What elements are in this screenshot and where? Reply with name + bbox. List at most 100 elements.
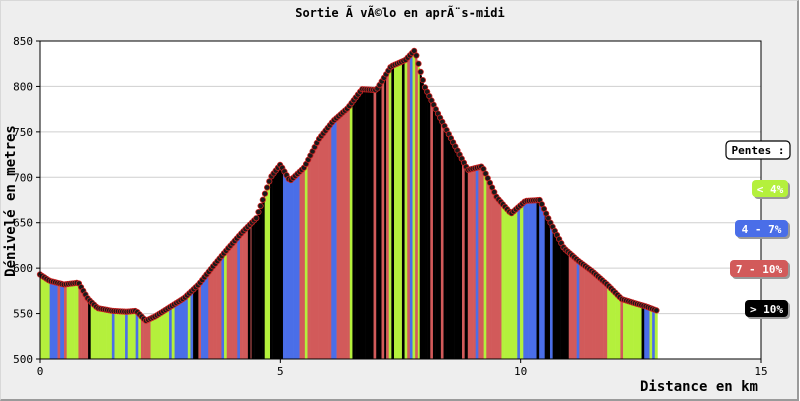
slope-stripe <box>386 50 390 359</box>
slope-stripe <box>355 50 359 359</box>
slope-stripe <box>496 50 500 359</box>
legend-item: 7 - 10% <box>730 260 790 279</box>
slope-stripe <box>349 50 353 359</box>
slope-stripe <box>293 50 297 359</box>
slope-stripe <box>435 50 439 359</box>
slope-stripe <box>373 50 377 359</box>
chart-title: Sortie Ã vÃ©lo en aprÃ¨s-midi <box>295 5 505 20</box>
y-axis-label: Dénivelé en metres <box>3 125 19 277</box>
slope-stripe <box>347 50 351 359</box>
slope-stripe <box>399 50 403 359</box>
y-tick-label: 800 <box>13 80 33 93</box>
slope-stripe <box>394 50 397 359</box>
legend-item-label: 7 - 10% <box>736 263 783 276</box>
profile-point <box>259 196 266 203</box>
slope-stripe <box>430 50 434 359</box>
slope-stripe <box>298 50 300 359</box>
profile-point <box>257 202 264 210</box>
profile-point <box>261 190 269 197</box>
slope-stripe <box>404 50 408 359</box>
slope-stripe <box>328 50 332 359</box>
slope-stripe <box>378 50 382 359</box>
slope-stripe <box>475 50 479 359</box>
slope-stripe <box>478 50 482 359</box>
profile-point <box>417 68 424 75</box>
slope-stripe <box>277 50 281 359</box>
slope-stripe <box>422 50 426 359</box>
slope-stripe <box>310 50 314 359</box>
slope-stripe <box>467 50 471 359</box>
slope-stripe <box>325 50 329 359</box>
x-axis-label: Distance en km <box>640 379 758 395</box>
slope-stripe <box>407 50 411 359</box>
slope-stripe <box>491 50 495 359</box>
slope-stripe <box>318 50 322 359</box>
profile-outline <box>36 47 660 324</box>
slope-stripe <box>470 50 474 359</box>
slope-stripe <box>370 50 374 359</box>
slope-stripe <box>333 50 337 359</box>
slope-stripe <box>341 50 345 359</box>
slope-stripe <box>409 50 413 359</box>
slope-stripe <box>290 50 294 359</box>
slope-stripe <box>315 50 319 359</box>
slope-stripe <box>282 50 286 359</box>
slope-stripe <box>425 50 428 359</box>
y-tick-label: 500 <box>13 353 33 366</box>
slope-stripe <box>384 50 387 359</box>
profile-point <box>415 60 422 67</box>
y-tick-label: 600 <box>13 262 33 275</box>
profile-point <box>253 215 260 222</box>
slope-stripe <box>456 50 460 359</box>
slope-stripe <box>304 50 308 359</box>
slope-stripe <box>320 50 324 359</box>
y-tick-label: 850 <box>13 35 33 48</box>
slope-stripe <box>352 50 356 359</box>
profile-point <box>419 76 426 84</box>
legend: Pentes : < 4% 4 - 7% 7 - 10% > 10% <box>725 140 791 319</box>
axes: 500 550 600 650 700 750 800 850 0 5 10 15 <box>13 35 768 378</box>
slope-stripe <box>440 50 444 359</box>
slope-stripe <box>269 50 273 359</box>
slope-stripe <box>448 50 452 359</box>
slope-stripe <box>363 50 366 359</box>
slope-stripe <box>388 50 392 359</box>
y-tick-label: 700 <box>13 171 33 184</box>
legend-item: < 4% <box>752 180 790 199</box>
slope-stripe <box>536 50 540 359</box>
slope-stripe <box>262 50 266 359</box>
x-tick-label: 15 <box>754 365 767 378</box>
slope-stripe <box>438 50 442 359</box>
slope-stripe <box>368 50 372 359</box>
slope-stripe <box>264 50 268 359</box>
slope-stripe <box>344 50 348 359</box>
legend-item: 4 - 7% <box>735 220 790 239</box>
slope-stripe <box>401 50 405 359</box>
legend-title-box: Pentes : <box>725 140 791 160</box>
slope-stripe <box>365 50 369 359</box>
slope-stripe <box>323 50 327 359</box>
slope-stripe <box>285 50 289 359</box>
slope-stripe <box>432 50 436 359</box>
legend-item: > 10% <box>745 300 790 319</box>
slope-stripe <box>417 50 421 359</box>
profile-point <box>264 184 271 191</box>
legend-item-label: > 10% <box>750 303 783 316</box>
profile-point <box>255 208 262 216</box>
slope-stripe <box>376 50 380 359</box>
slope-stripe <box>454 50 458 359</box>
slope-stripe <box>288 50 292 359</box>
slope-stripe <box>391 50 395 359</box>
slope-stripe <box>483 50 487 359</box>
slope-stripe <box>525 50 529 359</box>
y-tick-label: 750 <box>13 126 33 139</box>
slope-stripe <box>488 50 492 359</box>
plot-border <box>39 40 762 360</box>
profile-point <box>413 52 420 59</box>
legend-item-label: < 4% <box>757 183 784 196</box>
slope-stripe <box>331 50 335 359</box>
slope-stripe <box>462 50 465 359</box>
slope-stripe <box>280 50 284 359</box>
slope-stripe <box>446 50 450 359</box>
